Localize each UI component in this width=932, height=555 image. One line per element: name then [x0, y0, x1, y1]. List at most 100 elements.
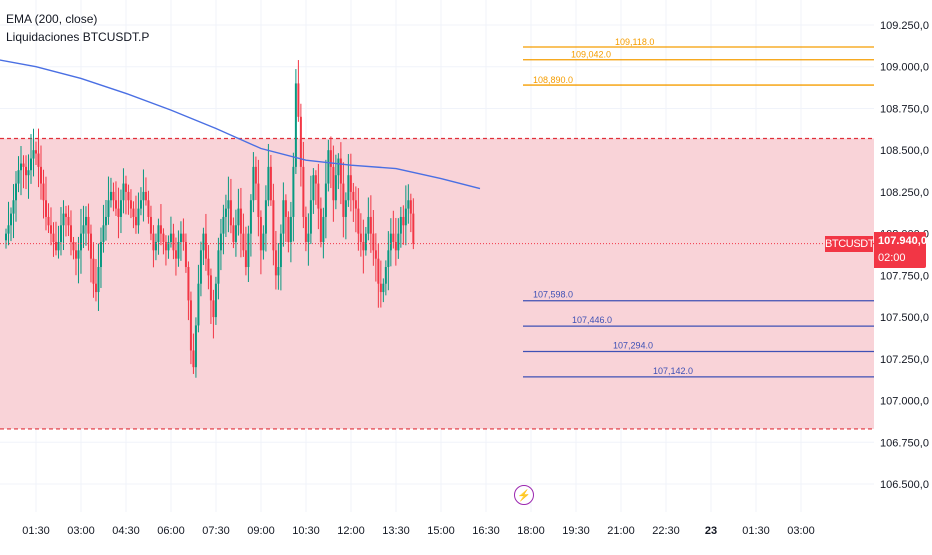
time-axis-label: 07:30	[202, 525, 230, 537]
candle-body	[322, 216, 325, 242]
candle-body	[407, 200, 410, 209]
candle-body	[249, 200, 252, 234]
candle-body	[307, 233, 310, 242]
time-axis-label: 03:00	[787, 525, 815, 537]
price-axis-label: 107.250,0	[880, 354, 929, 366]
candle-body	[107, 200, 110, 217]
candle-body	[84, 216, 87, 226]
time-axis-label: 01:30	[22, 525, 50, 537]
time-axis-label: 18:00	[517, 525, 545, 537]
candle-body	[109, 191, 112, 201]
price-axis-label: 108.500,0	[880, 145, 929, 157]
candle-body	[339, 158, 342, 184]
candle-body	[172, 233, 175, 251]
candle-body	[357, 208, 360, 234]
candle-body	[89, 233, 92, 259]
candle-body	[362, 241, 365, 251]
candle-body	[297, 83, 300, 117]
candle-body	[309, 200, 312, 234]
candle-body	[254, 166, 257, 184]
candle-body	[194, 325, 197, 368]
candle-body	[24, 166, 27, 176]
candle-body	[319, 208, 322, 242]
candle-body	[409, 200, 412, 214]
candle-body	[32, 150, 35, 159]
candle-body	[62, 213, 65, 226]
candle-body	[259, 216, 262, 251]
candle-body	[317, 183, 320, 209]
candle-body	[349, 175, 352, 192]
candle-body	[329, 150, 332, 167]
candle-body	[332, 166, 335, 201]
candle-body	[314, 175, 317, 184]
time-axis-label: 15:00	[427, 525, 455, 537]
candle-body	[304, 216, 307, 242]
candle-body	[17, 170, 20, 184]
candle-body	[59, 225, 62, 242]
candle-body	[167, 241, 170, 251]
candle-body	[157, 225, 160, 242]
candle-body	[42, 183, 45, 201]
candle-body	[202, 233, 205, 251]
candle-body	[69, 225, 72, 242]
candle-body	[9, 213, 12, 226]
candle-body	[189, 300, 192, 351]
time-axis-label: 10:30	[292, 525, 320, 537]
candle-body	[269, 166, 272, 201]
candle-body	[117, 208, 120, 217]
candle-body	[347, 175, 350, 201]
ema-line	[0, 59, 481, 190]
candle-body	[124, 183, 127, 192]
candle-body	[392, 233, 395, 242]
candle-body	[87, 216, 90, 234]
candle-body	[54, 241, 57, 251]
symbol-tag: BTCUSDT.P	[825, 236, 883, 252]
candle-body	[182, 233, 185, 242]
candle-body	[284, 200, 287, 217]
candle-body	[99, 241, 102, 268]
candle-body	[154, 241, 157, 251]
candle-body	[49, 225, 52, 234]
time-axis-label: 04:30	[112, 525, 140, 537]
candle-body	[367, 216, 370, 234]
candle-body	[214, 283, 217, 318]
candle-body	[104, 216, 107, 226]
candle-body	[97, 267, 100, 293]
candle-body	[272, 200, 275, 251]
price-axis-label: 107.000,0	[880, 396, 929, 408]
candle-body	[262, 233, 265, 251]
candle-body	[187, 267, 190, 301]
indicator-legend[interactable]: Liquidaciones BTCUSDT.P	[6, 30, 150, 44]
candle-body	[287, 216, 290, 242]
candle-body	[402, 216, 405, 226]
candle-body	[274, 250, 277, 276]
candle-body	[7, 225, 10, 234]
candle-body	[64, 213, 67, 217]
candle-body	[239, 208, 242, 234]
ema-legend[interactable]: EMA (200, close)	[6, 12, 98, 26]
candle-body	[177, 241, 180, 259]
candle-body	[324, 183, 327, 217]
candle-body	[72, 241, 75, 251]
time-axis-label: 13:30	[382, 525, 410, 537]
candle-body	[237, 208, 240, 226]
candle-body	[334, 175, 337, 201]
candle-body	[164, 241, 167, 251]
candle-body	[397, 233, 400, 251]
candle-body	[162, 233, 165, 242]
candle-body	[337, 158, 340, 176]
candle-body	[112, 191, 115, 201]
long-liquidation-label: 107,446.0	[572, 315, 612, 325]
candle-body	[217, 250, 220, 284]
candle-body	[52, 233, 55, 242]
candle-body	[147, 200, 150, 217]
candle-body	[77, 250, 80, 259]
candle-body	[37, 153, 40, 167]
lightning-icon[interactable]: ⚡	[514, 485, 534, 505]
candle-body	[169, 233, 172, 242]
candle-body	[387, 250, 390, 268]
time-axis-label: 01:30	[742, 525, 770, 537]
candle-body	[252, 166, 255, 201]
candle-body	[224, 208, 227, 217]
